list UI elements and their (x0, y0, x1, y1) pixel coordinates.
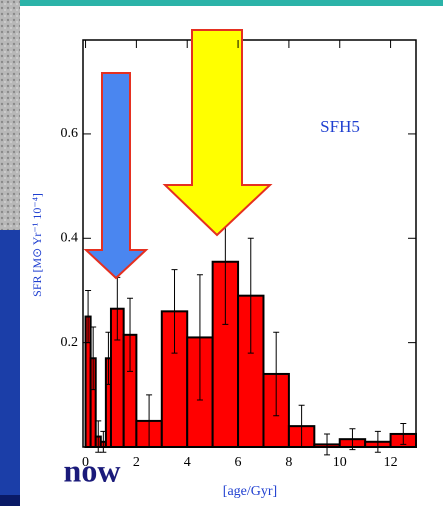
annotation: SFH5 (320, 117, 360, 136)
x-tick-label: 8 (285, 455, 292, 470)
error-bar (400, 423, 407, 445)
corner (0, 495, 20, 506)
error-bar (127, 297, 134, 372)
error-bar (324, 433, 331, 456)
blue-strip (0, 230, 20, 506)
error-bar (349, 428, 356, 451)
x-tick-label: 4 (184, 455, 191, 470)
yellow-arrow (162, 29, 273, 237)
x-tick-label: 12 (384, 455, 398, 470)
error-bar (273, 331, 280, 417)
error-bar (374, 430, 381, 453)
error-bar (247, 237, 254, 354)
plot-frame (82, 39, 417, 448)
error-bar (196, 274, 203, 401)
y-tick-label: 0.2 (61, 335, 79, 350)
error-bar (105, 331, 112, 385)
error-bar (90, 326, 97, 391)
y-tick-label: 0.6 (61, 126, 79, 141)
now-label: now (64, 452, 121, 488)
x-tick-label: 2 (133, 455, 140, 470)
texture-strip (0, 0, 20, 230)
x-tick-label: 0 (82, 455, 89, 470)
x-tick-label: 10 (333, 455, 347, 470)
y-axis-label: SFR [M⊙ Yr⁻¹ 10⁻⁴] (30, 193, 44, 297)
top-bar (20, 0, 443, 6)
error-bar (100, 430, 107, 453)
x-axis-label: [age/Gyr] (223, 484, 277, 499)
y-tick-label: 0.4 (61, 231, 79, 246)
error-bar (171, 269, 178, 354)
blue-arrow (83, 72, 149, 280)
x-tick-label: 6 (235, 455, 242, 470)
